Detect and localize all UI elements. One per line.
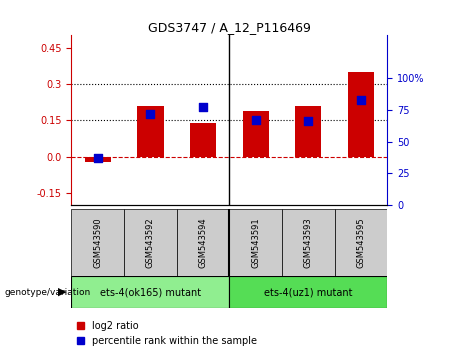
- Bar: [335, 209, 387, 276]
- Bar: [85, 157, 111, 162]
- Text: GSM543591: GSM543591: [251, 217, 260, 268]
- Bar: [242, 111, 269, 157]
- Text: ets-4(ok165) mutant: ets-4(ok165) mutant: [100, 287, 201, 297]
- Bar: [295, 106, 321, 157]
- Point: [357, 97, 365, 102]
- Text: ets-4(uz1) mutant: ets-4(uz1) mutant: [264, 287, 353, 297]
- Point: [94, 155, 101, 161]
- Legend: log2 ratio, percentile rank within the sample: log2 ratio, percentile rank within the s…: [73, 317, 261, 350]
- Point: [252, 117, 260, 123]
- Text: GSM543592: GSM543592: [146, 217, 155, 268]
- Title: GDS3747 / A_12_P116469: GDS3747 / A_12_P116469: [148, 21, 311, 34]
- Text: GSM543594: GSM543594: [199, 217, 207, 268]
- Bar: [282, 209, 335, 276]
- Bar: [229, 276, 387, 308]
- Bar: [124, 209, 177, 276]
- Point: [199, 104, 207, 110]
- Text: GSM543593: GSM543593: [304, 217, 313, 268]
- Text: GSM543595: GSM543595: [356, 217, 366, 268]
- Bar: [71, 209, 124, 276]
- Text: ▶: ▶: [58, 287, 66, 297]
- Point: [305, 118, 312, 124]
- Bar: [177, 209, 229, 276]
- Text: GSM543590: GSM543590: [93, 217, 102, 268]
- Text: genotype/variation: genotype/variation: [5, 287, 91, 297]
- Bar: [348, 72, 374, 157]
- Bar: [137, 106, 164, 157]
- Point: [147, 111, 154, 116]
- Bar: [229, 209, 282, 276]
- Bar: [190, 123, 216, 157]
- Bar: [71, 276, 229, 308]
